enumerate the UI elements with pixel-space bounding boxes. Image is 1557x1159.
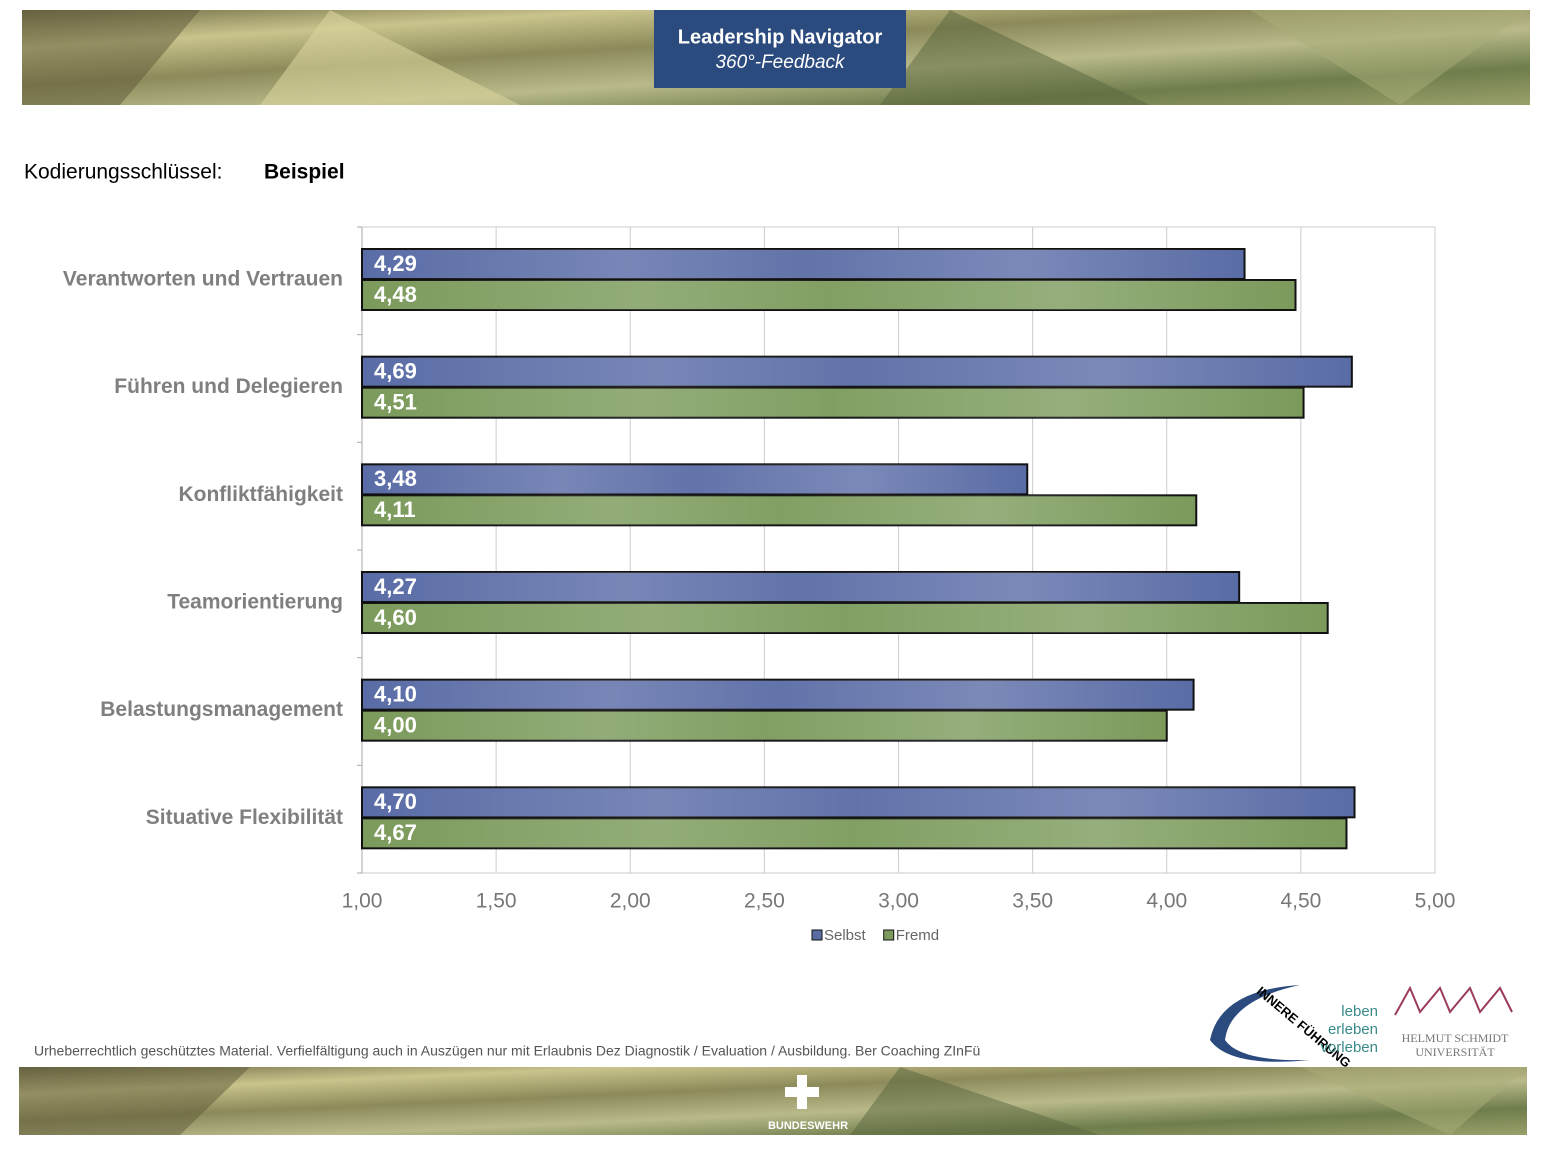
bar-sheen [362,249,1245,279]
bar-sheen [362,280,1296,310]
y-tick-label: Teamorientierung [167,591,343,614]
copyright: Urheberrechtlich geschütztes Material. V… [34,1043,980,1059]
x-tick-label: 3,00 [878,890,919,913]
legend-swatch [811,929,823,941]
legend-label: Selbst [824,927,867,944]
x-tick-label: 1,00 [342,890,383,913]
legend-swatch [883,929,895,941]
x-tick-label: 1,50 [476,890,517,913]
header-subtitle: 360°-Feedback [715,52,846,73]
bar-sheen [362,679,1194,710]
y-tick-label: Konfliktfähigkeit [178,483,343,506]
key-label: Kodierungsschlüssel: [24,161,222,184]
logo-arc [1210,985,1310,1062]
y-tick-label: Führen und Delegieren [114,375,343,398]
value-label: 4,11 [374,497,416,522]
value-label: 4,29 [374,251,417,276]
x-tick-label: 4,00 [1146,890,1187,913]
y-tick-label: Belastungsmanagement [100,698,343,721]
value-label: 4,67 [374,820,417,845]
value-label: 4,70 [374,789,417,814]
university-name: UNIVERSITÄT [1415,1045,1495,1059]
value-label: 4,10 [374,681,417,706]
value-label: 4,00 [374,712,417,737]
footer: Urheberrechtlich geschütztes Material. V… [19,983,1527,1135]
bar-sheen [362,710,1167,741]
bar-sheen [362,572,1240,602]
bar-sheen [362,603,1328,633]
value-label: 4,69 [374,358,417,383]
legend-label: Fremd [896,927,939,944]
value-label: 4,48 [374,282,417,307]
logo-line: leben [1341,1003,1378,1020]
header-title: Leadership Navigator [678,26,883,48]
x-tick-label: 4,50 [1280,890,1321,913]
university-logo [1394,985,1513,1016]
x-tick-label: 2,50 [744,890,785,913]
x-tick-label: 2,00 [610,890,651,913]
university-name: HELMUT SCHMIDT [1402,1031,1509,1045]
logo-line: vorleben [1320,1039,1378,1056]
chart: 1,00 1,50 2,00 2,50 3,00 3,50 4,00 4,50 5,00 Vera… [63,226,1456,944]
key-value: Beispiel [264,161,345,184]
y-tick-label: Verantworten und Vertrauen [63,268,343,291]
bar-sheen [362,787,1355,818]
cross-logo [785,1075,819,1109]
x-tick-label: 5,00 [1415,890,1456,913]
bar-sheen [362,495,1197,526]
value-label: 3,48 [374,466,417,491]
value-label: 4,60 [374,605,417,630]
brand: BUNDESWEHR [768,1120,848,1132]
bar-sheen [362,356,1352,387]
value-label: 4,51 [374,389,417,414]
bar-sheen [362,387,1304,418]
x-tick-label: 3,50 [1012,890,1053,913]
header-banner: Leadership Navigator 360°-Feedback [22,10,1530,105]
bar-sheen [362,818,1347,849]
value-label: 4,27 [374,574,417,599]
bar-sheen [362,464,1028,495]
y-tick-label: Situative Flexibilität [146,806,343,829]
logo-line: erleben [1328,1021,1378,1038]
